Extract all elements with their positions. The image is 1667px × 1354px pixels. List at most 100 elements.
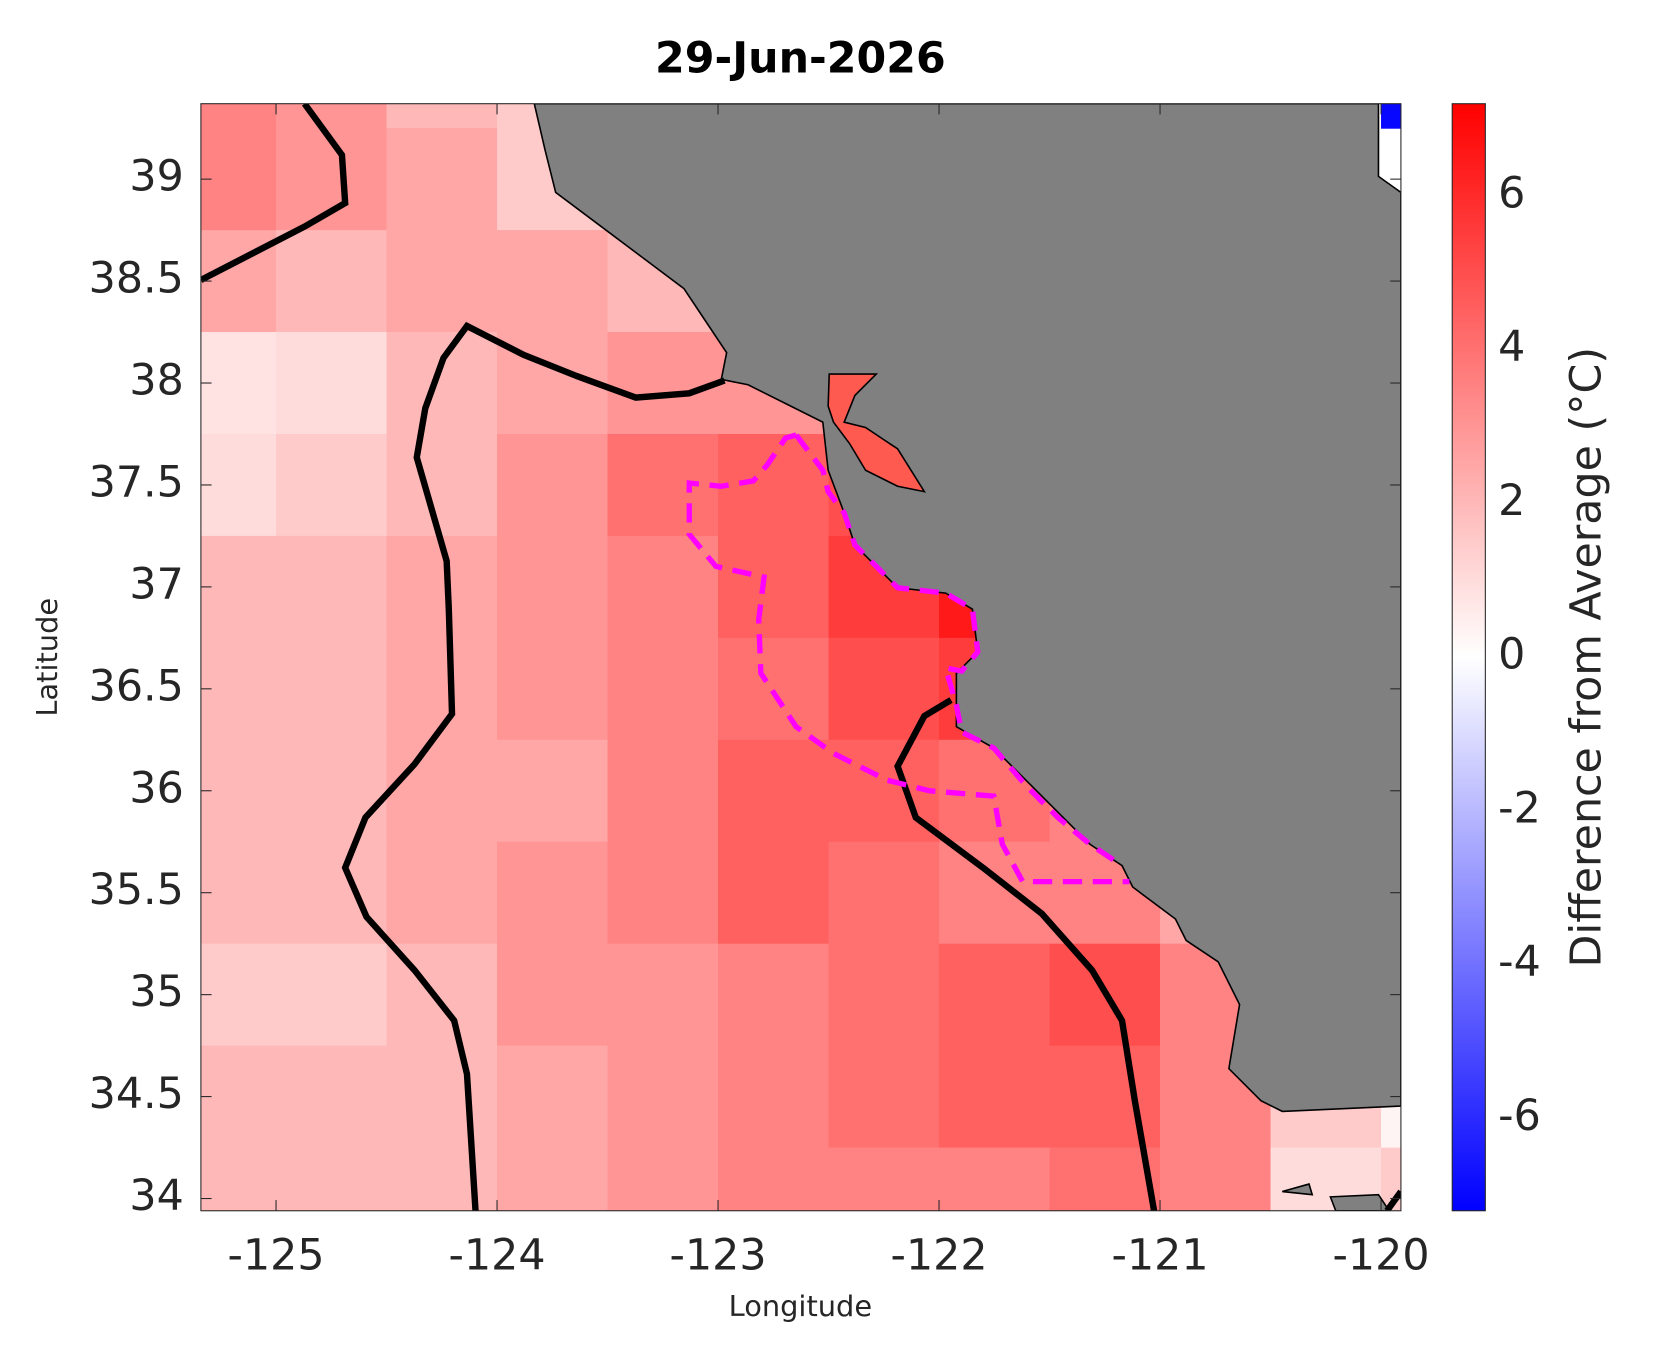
- x-tick-label: -123: [670, 1230, 767, 1280]
- cell: [828, 1045, 940, 1149]
- cell: [1160, 1147, 1272, 1211]
- cell: [497, 433, 609, 537]
- cell: [718, 1147, 830, 1211]
- cell: [718, 1045, 830, 1149]
- cell: [939, 1045, 1051, 1149]
- cell: [497, 1045, 609, 1149]
- y-tick-label: 37: [129, 559, 183, 609]
- colorbar: [1451, 103, 1486, 1212]
- cell: [276, 332, 388, 435]
- ticks: -125 -124 -123 -122 -121 -120 34 34.5 35 35.5 36 36…: [89, 103, 1541, 1280]
- cell: [200, 1045, 277, 1149]
- cell: [276, 1147, 388, 1211]
- x-tick-label: -122: [891, 1230, 988, 1280]
- cell: [939, 1147, 1051, 1211]
- cell: [276, 433, 388, 537]
- cell: [497, 1147, 609, 1211]
- cell: [718, 637, 830, 741]
- cell: [276, 739, 388, 843]
- axes-frame: [200, 103, 1402, 1212]
- cell: [386, 739, 498, 843]
- cell: [497, 943, 609, 1047]
- cell: [386, 1045, 498, 1149]
- cell: [276, 943, 388, 1047]
- colorbar-tick-label: 4: [1498, 322, 1525, 372]
- y-tick-label: 34.5: [89, 1069, 184, 1119]
- cell: [276, 230, 388, 333]
- colorbar-tick-label: 2: [1498, 476, 1525, 526]
- y-tick-label: 38.5: [89, 254, 184, 304]
- y-tick-label: 39: [129, 152, 183, 202]
- cell: [1049, 1045, 1161, 1149]
- cell: [607, 739, 719, 843]
- y-tick-label: 34: [129, 1171, 183, 1221]
- x-axis-label: Longitude: [729, 1289, 872, 1323]
- cell: [276, 1045, 388, 1149]
- cell: [497, 739, 609, 843]
- contour: [894, 697, 1158, 1211]
- cell: [607, 841, 719, 945]
- cell: [200, 841, 277, 945]
- contour: [200, 103, 349, 283]
- x-tick-label: -121: [1112, 1230, 1209, 1280]
- cell: [200, 128, 277, 231]
- colorbar-tick-label: -6: [1498, 1091, 1541, 1141]
- cell: [497, 841, 609, 945]
- cell: [607, 943, 719, 1047]
- cell: [276, 535, 388, 639]
- cell: [828, 1147, 940, 1211]
- cell: [939, 943, 1051, 1047]
- cell: [386, 332, 498, 435]
- x-tick-label: -120: [1333, 1230, 1430, 1280]
- cell: [200, 535, 277, 639]
- cell: [276, 103, 388, 129]
- cell: [386, 128, 498, 231]
- cell: [718, 841, 830, 945]
- cell: [718, 739, 830, 843]
- colorbar-tick-label: 0: [1498, 630, 1525, 680]
- dashed-contour: [686, 432, 1130, 885]
- bay: [827, 373, 926, 493]
- cell: [1381, 103, 1401, 129]
- cell: [607, 1045, 719, 1149]
- cell: [497, 535, 609, 639]
- y-axis-label: Latitude: [30, 598, 64, 717]
- cell: [200, 943, 277, 1047]
- cell: [200, 433, 277, 537]
- cell: [200, 103, 277, 129]
- cell: [386, 1147, 498, 1211]
- colorbar-tick-label: 6: [1498, 168, 1525, 218]
- cell: [828, 841, 940, 945]
- cell: [386, 433, 498, 537]
- cell: [607, 433, 719, 537]
- y-tick-label: 36: [129, 763, 183, 813]
- cell: [386, 841, 498, 945]
- land: [533, 103, 1401, 1113]
- x-tick-label: -124: [449, 1230, 546, 1280]
- contour: [1384, 1189, 1401, 1211]
- cell: [939, 841, 1051, 945]
- cell: [718, 433, 830, 537]
- chart-title: 29-Jun-2026: [655, 33, 946, 83]
- y-tick-label: 35: [129, 967, 183, 1017]
- y-tick-label: 35.5: [89, 865, 184, 915]
- cell: [200, 1147, 277, 1211]
- cell: [276, 637, 388, 741]
- cell: [200, 332, 277, 435]
- dashed-contour: [793, 433, 1124, 868]
- cell: [200, 739, 277, 843]
- cell: [607, 535, 719, 639]
- cell: [497, 230, 609, 333]
- y-tick-label: 38: [129, 356, 183, 406]
- cell: [718, 535, 830, 639]
- cell: [828, 943, 940, 1047]
- colorbar-tick-label: -4: [1498, 937, 1541, 987]
- cell: [386, 230, 498, 333]
- colorbar-label: Difference from Average (°C): [1561, 347, 1611, 968]
- cell: [607, 1147, 719, 1211]
- cell: [276, 841, 388, 945]
- x-tick-label: -125: [228, 1230, 325, 1280]
- cell: [718, 943, 830, 1047]
- y-tick-label: 36.5: [89, 661, 184, 711]
